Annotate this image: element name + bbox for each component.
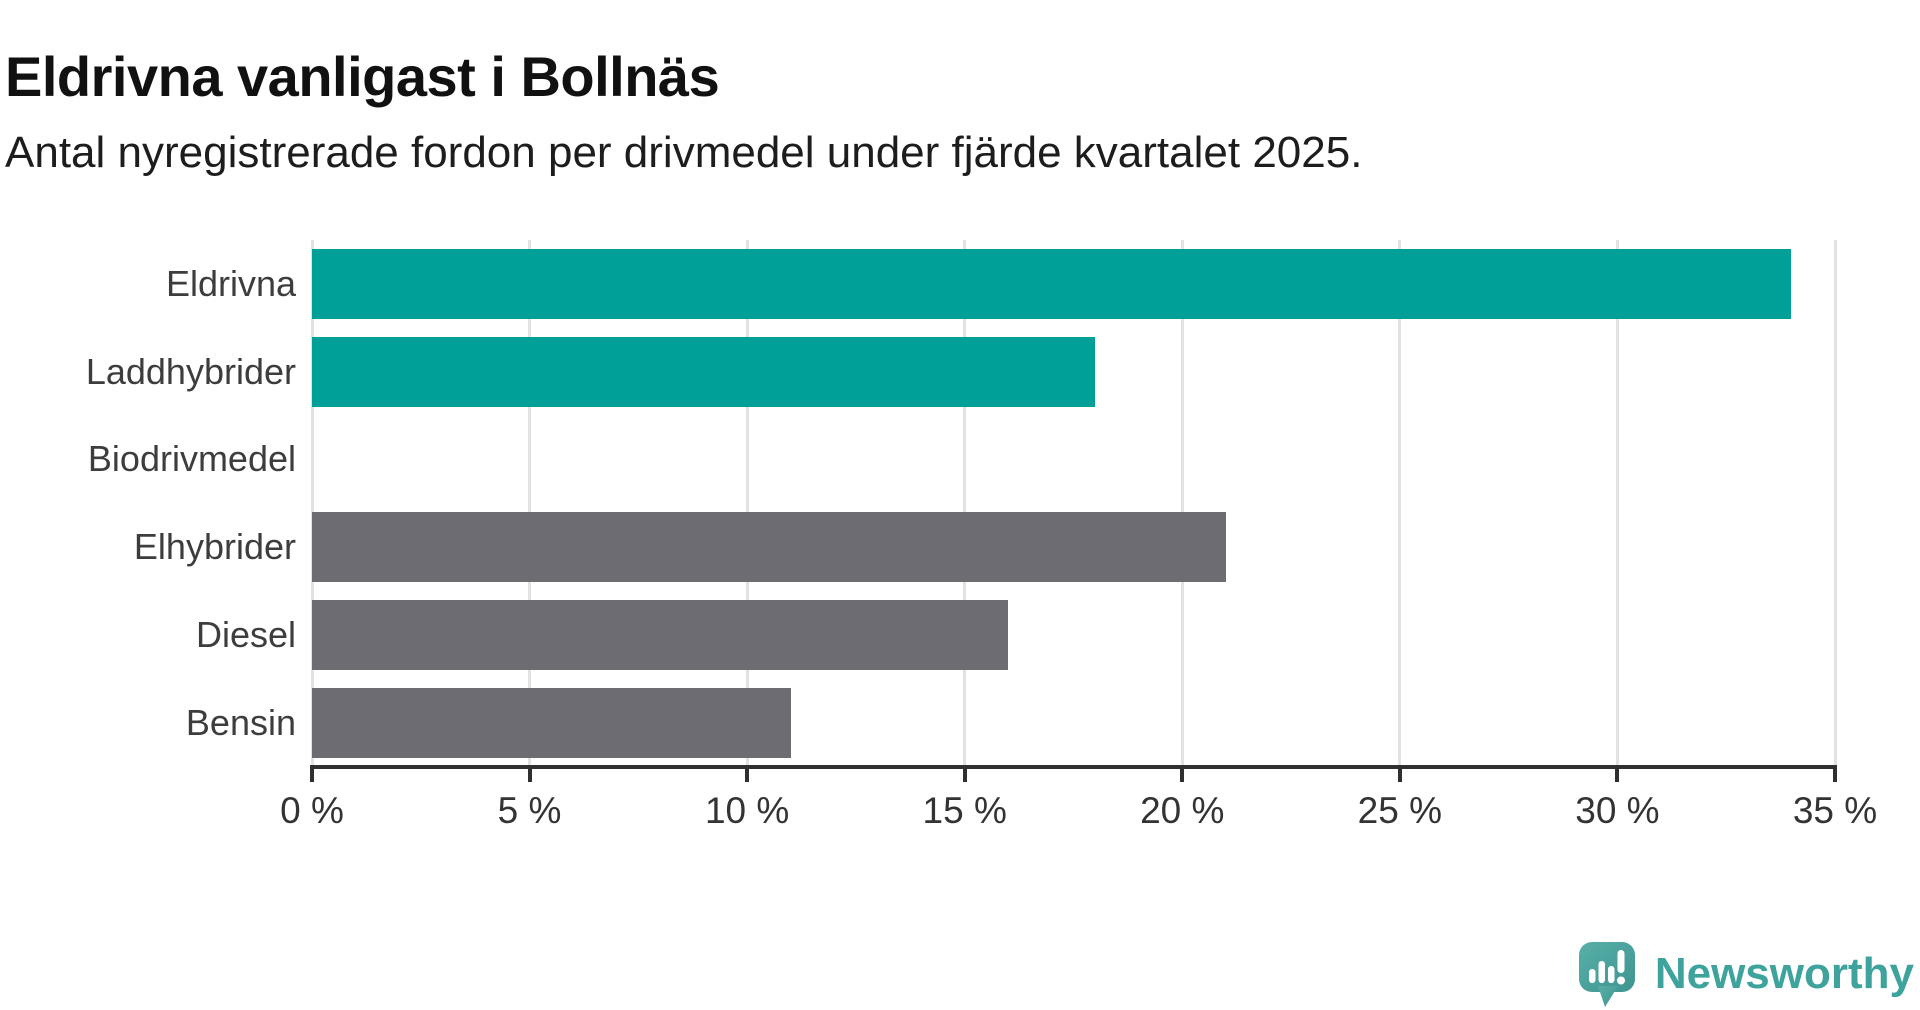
x-axis-tick <box>745 765 750 782</box>
x-tick-label: 15 % <box>922 790 1007 831</box>
category-label: Elhybrider <box>133 526 296 568</box>
x-axis-tick <box>1833 765 1837 782</box>
gridline <box>1615 240 1619 765</box>
bar-bensin <box>312 687 791 758</box>
x-axis-tick <box>1615 765 1620 782</box>
chart-title: Eldrivna vanligast i Bollnäs <box>5 44 720 108</box>
category-label: Biodrivmedel <box>87 438 296 480</box>
x-axis-tick <box>1397 765 1402 782</box>
category-label: Laddhybrider <box>85 350 296 392</box>
bar-laddhybrider <box>312 336 1096 407</box>
brand-name: Newsworthy <box>1654 949 1914 998</box>
gridline <box>1398 240 1402 765</box>
x-tick-label: 0 % <box>280 790 344 831</box>
x-axis-tick <box>1180 765 1185 782</box>
gridline <box>528 240 532 765</box>
chart-subtitle: Antal nyregistrerade fordon per drivmede… <box>5 128 1363 177</box>
x-axis-tick <box>962 765 967 782</box>
gridline <box>1180 240 1184 765</box>
gridline <box>1833 240 1837 765</box>
x-tick-label: 20 % <box>1140 790 1225 831</box>
x-axis-tick <box>310 765 314 782</box>
x-tick-label: 10 % <box>704 790 790 831</box>
category-label: Diesel <box>195 613 296 655</box>
bar-diesel <box>312 599 1009 670</box>
x-axis-tick <box>527 765 532 782</box>
x-axis-line <box>310 765 1837 769</box>
bar-eldrivna <box>312 249 1792 319</box>
gridline <box>963 240 967 765</box>
category-label: Eldrivna <box>165 263 296 304</box>
x-tick-label: 5 % <box>497 790 562 831</box>
newsworthy-logo: Newsworthy <box>1578 942 1914 1010</box>
speech-bubble-barchart-icon <box>1578 942 1635 1007</box>
gridline <box>310 240 314 765</box>
gridline <box>745 240 749 765</box>
category-label: Bensin <box>185 701 296 743</box>
bar-elhybrider <box>312 512 1226 583</box>
x-tick-label: 25 % <box>1357 790 1443 831</box>
x-tick-label: 30 % <box>1575 790 1660 831</box>
x-tick-label: 35 % <box>1792 790 1878 831</box>
